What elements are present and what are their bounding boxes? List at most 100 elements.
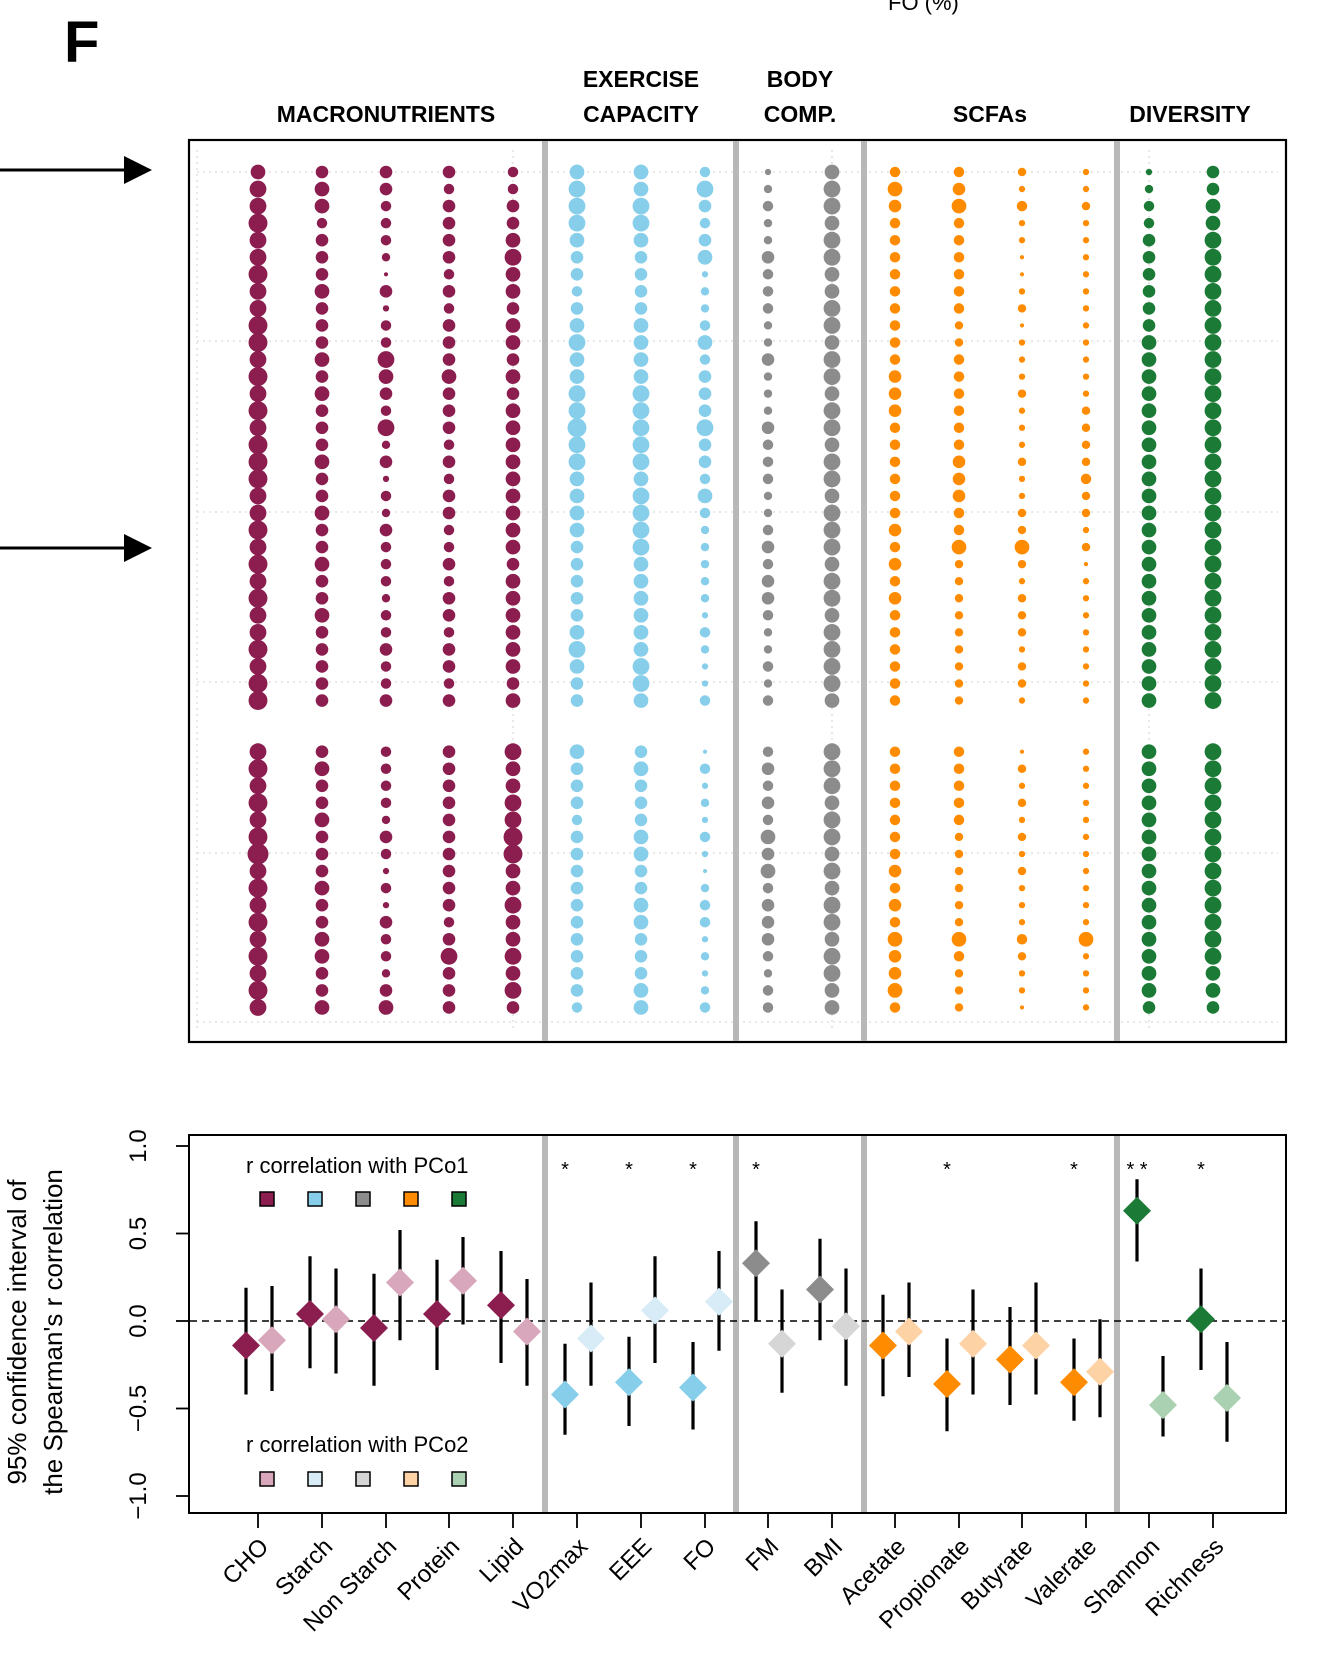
legend-swatch-pco1-scfa — [403, 1191, 419, 1207]
dot-point — [1018, 356, 1026, 363]
dot-point — [951, 931, 967, 947]
dot-point — [380, 200, 392, 212]
dot-point — [633, 642, 649, 657]
dot-point — [823, 828, 841, 846]
dot-point — [1204, 538, 1222, 556]
dot-point — [953, 166, 965, 178]
dot-point — [761, 898, 775, 912]
ci-point-pco2 — [641, 1296, 669, 1325]
dot-point — [1141, 931, 1157, 947]
dot-point — [762, 303, 774, 314]
dot-point — [762, 985, 774, 996]
dot-point — [824, 215, 840, 231]
dot-point — [1080, 473, 1092, 485]
dot-point — [506, 216, 520, 230]
dot-point — [442, 932, 456, 946]
dot-point — [504, 947, 522, 965]
dot-point — [1204, 504, 1222, 522]
ci-x-tick-label: Protein — [392, 1533, 465, 1606]
dot-point — [249, 623, 267, 641]
dot-point — [889, 882, 901, 894]
dot-point — [379, 915, 393, 929]
dot-point — [1141, 369, 1157, 384]
dot-point — [248, 264, 268, 284]
dot-point — [249, 248, 267, 266]
dot-point — [634, 813, 648, 827]
dot-point — [824, 607, 840, 623]
dot-point — [889, 780, 901, 792]
dot-point — [700, 577, 710, 586]
dot-point — [504, 896, 522, 914]
dot-point — [953, 951, 965, 962]
dot-point — [505, 471, 521, 487]
dot-point — [314, 607, 330, 623]
dot-point — [954, 321, 964, 330]
dot-point — [633, 369, 649, 384]
dot-point — [889, 644, 901, 655]
dot-point — [1082, 902, 1090, 909]
dot-point — [568, 197, 586, 215]
group-label-diversity: DIVERSITY — [1129, 101, 1250, 127]
dot-point — [315, 370, 329, 383]
dot-point — [1204, 641, 1222, 658]
dot-point — [632, 402, 650, 420]
ci-point-pco2 — [1213, 1384, 1241, 1412]
dot-point — [249, 964, 267, 982]
dot-column-cho — [247, 164, 269, 1016]
dot-point — [889, 473, 901, 485]
dot-column-eee — [632, 164, 650, 1015]
dot-point — [379, 984, 393, 997]
ci-x-tick-label: FO — [679, 1533, 722, 1576]
ci-x-tick-label: Lipid — [474, 1533, 529, 1588]
dot-point — [504, 248, 522, 266]
dot-point — [504, 982, 522, 999]
dot-point — [823, 743, 841, 761]
dot-point — [442, 199, 456, 213]
ci-point-pco1 — [679, 1373, 707, 1402]
ci-point-pco1 — [296, 1300, 324, 1328]
dot-point — [889, 814, 901, 826]
dot-point — [1018, 697, 1026, 704]
dot-point — [248, 333, 268, 352]
dot-point — [443, 524, 455, 536]
dot-point — [570, 694, 584, 707]
significance-star: * — [943, 1159, 951, 1181]
dot-point — [380, 848, 392, 860]
dot-point — [1206, 165, 1220, 179]
dot-point — [570, 967, 584, 980]
dot-point — [699, 899, 711, 911]
dot-point — [697, 249, 713, 265]
dot-point — [314, 198, 330, 214]
dot-point — [1141, 454, 1157, 470]
dot-point — [1141, 335, 1157, 350]
dot-point — [698, 233, 712, 247]
dot-point — [248, 878, 268, 898]
dot-point — [889, 422, 901, 433]
ci-y-tick-label: −0.5 — [125, 1385, 152, 1432]
dot-point — [634, 250, 648, 264]
dot-point — [1082, 390, 1090, 397]
dot-point — [1204, 334, 1222, 351]
dot-point — [953, 763, 965, 774]
significance-stars: * * * * * * * * * — [561, 1159, 1205, 1181]
dot-point — [1019, 749, 1025, 754]
dot-point — [506, 677, 520, 690]
dot-point — [379, 387, 393, 400]
dot-point — [700, 559, 710, 569]
ci-x-tick-label: EEE — [604, 1533, 657, 1586]
dot-point — [568, 436, 586, 454]
dot-point — [1082, 237, 1090, 244]
dot-point — [888, 950, 902, 963]
dot-point — [442, 353, 456, 366]
dot-point — [701, 782, 709, 789]
dot-point — [314, 181, 330, 197]
dot-point — [953, 269, 965, 280]
dot-point — [888, 898, 902, 912]
ci-point-pco1 — [742, 1249, 770, 1278]
group-label-body: COMP. — [764, 101, 836, 127]
dot-point — [381, 969, 391, 978]
dot-point — [249, 572, 267, 590]
dot-point — [889, 507, 901, 519]
dot-point — [887, 181, 903, 197]
